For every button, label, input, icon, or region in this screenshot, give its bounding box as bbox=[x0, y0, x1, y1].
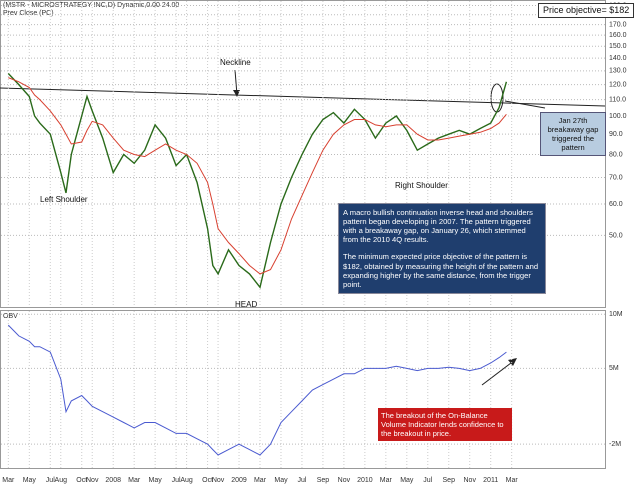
x-tick-label: Aug bbox=[55, 477, 68, 484]
objective-label: Price objective= $182 bbox=[538, 3, 635, 18]
x-tick-label: Mar bbox=[254, 477, 267, 484]
x-tick-label: May bbox=[149, 477, 163, 484]
obv-frame bbox=[0, 310, 606, 469]
x-tick-label: Nov bbox=[464, 477, 477, 484]
x-tick-label: Mar bbox=[506, 477, 519, 484]
y-tick-label: 5M bbox=[609, 365, 619, 372]
arrow-head bbox=[508, 358, 517, 366]
y-tick-label: 170.0 bbox=[609, 21, 627, 28]
y-tick-label: 160.0 bbox=[609, 32, 627, 39]
y-tick-label: 50.0 bbox=[609, 232, 623, 239]
x-tick-label: Mar bbox=[380, 477, 393, 484]
pattern-note-p2: The minimum expected price objective of … bbox=[343, 252, 539, 289]
x-tick-label: 2009 bbox=[231, 477, 247, 484]
x-tick-label: 2010 bbox=[357, 477, 373, 484]
y-tick-label: 100.0 bbox=[609, 113, 627, 120]
y-tick-label: 120.0 bbox=[609, 81, 627, 88]
x-tick-label: Sep bbox=[443, 477, 456, 484]
obv-title: OBV bbox=[3, 313, 18, 320]
y-tick-label: 70.0 bbox=[609, 174, 623, 181]
head-label: HEAD bbox=[235, 300, 258, 309]
y-tick-label: 140.0 bbox=[609, 55, 627, 62]
x-tick-label: Aug bbox=[180, 477, 193, 484]
x-tick-label: Jul bbox=[172, 477, 181, 484]
x-tick-label: Jul bbox=[423, 477, 432, 484]
obv-arrow bbox=[481, 359, 516, 386]
series-line bbox=[8, 77, 507, 275]
x-tick-label: Oct bbox=[202, 477, 213, 484]
x-tick-label: May bbox=[400, 477, 414, 484]
right-shoulder-label: Right Shoulder bbox=[395, 181, 448, 190]
x-tick-label: May bbox=[274, 477, 288, 484]
y-tick-label: 10M bbox=[609, 311, 623, 318]
y-tick-label: 60.0 bbox=[609, 201, 623, 208]
y-tick-label: -2M bbox=[609, 441, 621, 448]
arrow-head bbox=[233, 90, 240, 97]
x-tick-label: May bbox=[23, 477, 37, 484]
x-tick-label: Jul bbox=[297, 477, 306, 484]
x-tick-label: Sep bbox=[317, 477, 330, 484]
x-tick-label: Oct bbox=[76, 477, 87, 484]
x-tick-label: Nov bbox=[212, 477, 225, 484]
pattern-note: A macro bullish continuation inverse hea… bbox=[338, 203, 546, 294]
neckline bbox=[0, 87, 606, 107]
pattern-note-p1: A macro bullish continuation inverse hea… bbox=[343, 208, 533, 245]
neckline-label: Neckline bbox=[220, 58, 251, 67]
y-tick-label: 110.0 bbox=[609, 96, 626, 103]
y-tick-label: 90.0 bbox=[609, 131, 623, 138]
gap-note: Jan 27th breakaway gap triggered the pat… bbox=[540, 112, 606, 156]
x-tick-label: Nov bbox=[86, 477, 99, 484]
series-line bbox=[7, 324, 507, 456]
gap-pointer bbox=[504, 100, 546, 109]
x-tick-label: Mar bbox=[2, 477, 15, 484]
y-tick-label: 80.0 bbox=[609, 151, 623, 158]
series-line bbox=[7, 73, 508, 289]
x-tick-label: 2008 bbox=[105, 477, 121, 484]
x-tick-label: Mar bbox=[128, 477, 141, 484]
x-tick-label: 2011 bbox=[483, 477, 498, 484]
obv-note: The breakout of the On-Balance Volume In… bbox=[378, 408, 512, 441]
x-tick-label: Nov bbox=[338, 477, 351, 484]
x-tick-label: Jul bbox=[46, 477, 55, 484]
y-tick-label: 150.0 bbox=[609, 43, 627, 50]
chart-subtitle: Prev Close (PC) bbox=[3, 10, 54, 17]
left-shoulder-label: Left Shoulder bbox=[40, 195, 88, 204]
y-tick-label: 130.0 bbox=[609, 68, 627, 75]
